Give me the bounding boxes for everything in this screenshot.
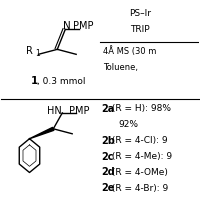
Text: (R = 4-Me): 9: (R = 4-Me): 9 — [109, 152, 172, 161]
Text: TRIP: TRIP — [130, 25, 150, 34]
Text: 2c: 2c — [101, 152, 113, 162]
Text: 4Å MS (30 m: 4Å MS (30 m — [103, 46, 156, 56]
Text: (R = 4-Cl): 9: (R = 4-Cl): 9 — [109, 136, 168, 145]
Text: (R = 4-Br): 9: (R = 4-Br): 9 — [109, 184, 168, 193]
Text: PMP: PMP — [69, 106, 90, 116]
Text: 2e: 2e — [101, 183, 114, 193]
Text: 2a: 2a — [101, 104, 114, 114]
Text: PS–Ir: PS–Ir — [129, 9, 151, 18]
Text: , 0.3 mmol: , 0.3 mmol — [37, 77, 86, 86]
Text: 1: 1 — [30, 76, 38, 86]
Text: (R = 4-OMe): (R = 4-OMe) — [109, 168, 168, 177]
Text: 1: 1 — [35, 49, 40, 58]
Text: (R = H): 98%: (R = H): 98% — [109, 104, 171, 113]
Text: Toluene,: Toluene, — [103, 63, 138, 72]
Text: PMP: PMP — [73, 21, 94, 31]
Text: 2b: 2b — [101, 136, 115, 146]
Text: HN: HN — [47, 106, 61, 116]
Polygon shape — [29, 127, 54, 139]
Text: 2d: 2d — [101, 167, 115, 177]
Text: N: N — [63, 21, 71, 31]
Text: R: R — [26, 46, 32, 56]
Text: 92%: 92% — [119, 120, 139, 129]
